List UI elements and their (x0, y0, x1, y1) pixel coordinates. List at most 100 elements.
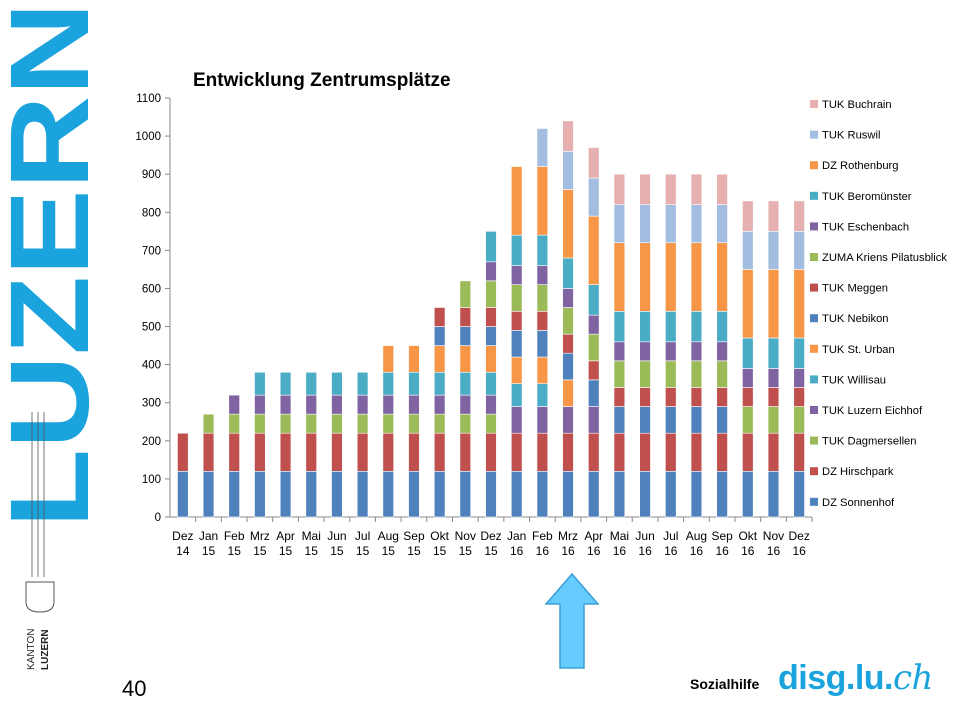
x-tick-label: Mrz (250, 529, 270, 543)
bar-segment (639, 432, 651, 472)
bar-segment (639, 387, 651, 407)
bar-segment (562, 151, 574, 190)
x-tick-label: Okt (430, 529, 449, 543)
bar-segment (510, 330, 523, 358)
bar-segment (665, 387, 677, 407)
bar-segment (767, 200, 780, 232)
x-tick-label: Feb (532, 529, 553, 543)
bar-segment (331, 394, 343, 415)
x-tick-label: 15 (356, 544, 370, 558)
bar-segment (177, 432, 189, 472)
bar-segment (690, 242, 703, 312)
bar-segment (665, 242, 677, 312)
bar-segment (485, 413, 497, 434)
bar-segment (485, 371, 497, 396)
x-tick-label: 16 (561, 544, 575, 558)
bar-segment (408, 470, 420, 518)
legend-label: ZUMA Kriens Pilatusblick (822, 252, 947, 264)
kanton-label: KANTON (26, 629, 37, 671)
bar-segment (793, 200, 805, 232)
bar-segment (716, 242, 728, 312)
bar-segment (331, 371, 343, 396)
legend-swatch (810, 467, 818, 476)
bar-segment (485, 345, 497, 373)
bar-segment (639, 360, 651, 388)
bar-segment (665, 311, 677, 343)
bar-segment (613, 470, 626, 518)
bar-segment (459, 470, 472, 518)
x-tick-label: 14 (176, 544, 190, 558)
bar-segment (562, 333, 574, 354)
kanton-luzern-logo: KANTON LUZERN (25, 412, 55, 671)
legend-swatch (810, 283, 818, 292)
legend-label: TUK St. Urban (822, 344, 895, 356)
legend-label: TUK Dagmersellen (822, 436, 917, 448)
bar-segment (510, 166, 523, 236)
bar-segment (613, 311, 626, 343)
x-tick-label: 16 (767, 544, 781, 558)
bar-segment (793, 470, 805, 518)
y-tick-label: 0 (155, 512, 161, 524)
bar-segment (639, 470, 651, 518)
bar-segment (510, 470, 523, 518)
y-tick-label: 1000 (135, 131, 161, 143)
luzern-brand-text: LUZERN (0, 2, 96, 528)
legend-label: DZ Sonnenhof (822, 497, 895, 509)
x-tick-label: Feb (224, 529, 245, 543)
bar-segment (562, 352, 574, 381)
bar-segment (562, 379, 574, 407)
bar-segment (613, 173, 626, 205)
bar-segment (742, 337, 754, 369)
bar-segment (639, 204, 651, 244)
bar-segment (742, 470, 754, 518)
bar-segment (716, 341, 728, 362)
bar-segment (254, 470, 266, 518)
bar-segment (665, 360, 677, 388)
bar-segment (562, 406, 574, 434)
bar-segment (639, 173, 651, 205)
bar-segment (356, 371, 369, 396)
bar-segment (588, 177, 600, 217)
bar-segment (433, 371, 446, 396)
legend-swatch (810, 344, 818, 353)
legend-swatch (810, 191, 818, 200)
bar-segment (459, 394, 472, 415)
bar-segment (254, 394, 266, 415)
bar-segment (793, 406, 805, 434)
bar-segment (742, 368, 754, 388)
y-tick-label: 800 (142, 207, 161, 219)
legend-label: TUK Meggen (822, 283, 888, 295)
bar-segment (433, 326, 446, 346)
bar-segment (690, 311, 703, 343)
bar-segment (408, 394, 420, 415)
bar-segment (613, 406, 626, 434)
bar-segment (588, 379, 600, 407)
legend-swatch (810, 100, 818, 108)
bar-segment (485, 432, 497, 472)
bar-segment (690, 470, 703, 518)
bar-segment (202, 432, 215, 472)
bar-segment (690, 406, 703, 434)
bar-segment (588, 406, 600, 434)
bar-segment (562, 307, 574, 335)
x-tick-label: Jul (663, 529, 678, 543)
y-tick-label: 400 (142, 360, 161, 372)
bar-segment (562, 257, 574, 289)
bar-segment (588, 360, 600, 381)
bar-segment (767, 432, 780, 472)
x-tick-label: 16 (792, 544, 806, 558)
bar-segment (613, 432, 626, 472)
x-tick-label: Dez (172, 529, 193, 543)
bar-segment (639, 341, 651, 362)
bar-segment (510, 406, 523, 434)
bar-segment (588, 284, 600, 316)
bar-segment (433, 432, 446, 472)
bars-group (177, 120, 805, 518)
bar-segment (408, 413, 420, 434)
bar-segment (767, 387, 780, 407)
legend-label: DZ Rothenburg (822, 160, 899, 172)
bar-segment (382, 413, 394, 434)
bar-segment (793, 269, 805, 339)
x-tick-label: 16 (638, 544, 652, 558)
x-tick-label: 15 (330, 544, 344, 558)
